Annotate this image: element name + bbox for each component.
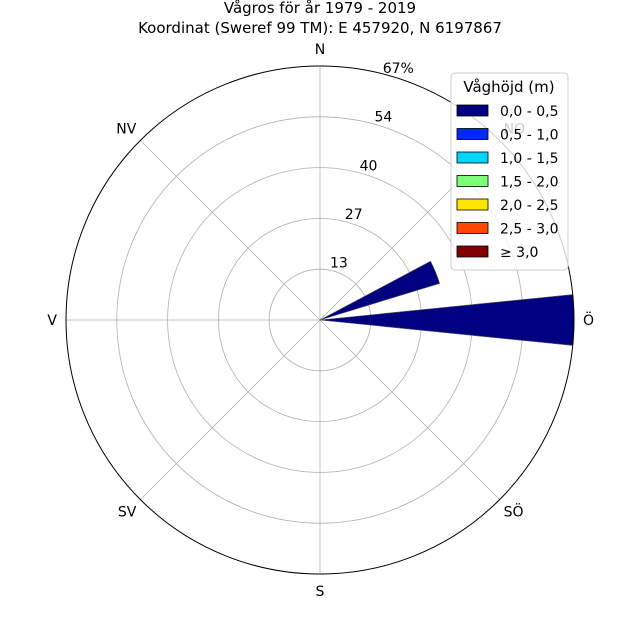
legend-box: [450, 72, 569, 271]
grid-spoke-3: [319, 319, 500, 500]
rose-bar-0: [319, 260, 441, 321]
direction-label-6: V: [47, 313, 57, 329]
legend-label-6: ≥ 3,0: [500, 245, 538, 261]
legend-swatch-4: [456, 198, 489, 211]
legend-entries: 0,0 - 0,5 0,5 - 1,0 1,0 - 1,5 1,5 - 2,0 2,0 …: [456, 104, 558, 261]
direction-label-5: SV: [118, 505, 137, 521]
legend-label-1: 0,5 - 1,0: [500, 128, 558, 144]
legend-label-4: 2,0 - 2,5: [500, 198, 558, 214]
direction-label-2: Ö: [583, 311, 594, 329]
legend-swatch-2: [456, 151, 489, 164]
legend: Våghöjd (m) 0,0 - 0,5 0,5 - 1,0 1,0 - 1,5 1…: [450, 72, 569, 271]
legend-title: Våghöjd (m): [463, 78, 554, 96]
radial-tick-label-2: 40: [360, 158, 378, 174]
legend-swatch-3: [456, 175, 489, 187]
direction-label-3: SÖ: [504, 503, 524, 521]
direction-label-0: N: [315, 42, 325, 58]
rose-bars: [319, 260, 575, 346]
legend-label-5: 2,5 - 3,0: [500, 222, 558, 238]
legend-swatch-0: [456, 104, 489, 117]
legend-label-2: 1,0 - 1,5: [500, 151, 558, 167]
radial-tick-label-3: 54: [374, 110, 392, 126]
direction-label-7: NV: [116, 121, 136, 137]
radial-tick-label-0: 13: [330, 255, 348, 271]
outer-ring: [65, 65, 575, 575]
legend-label-3: 1,5 - 2,0: [500, 175, 558, 191]
radial-tick-label-1: 27: [345, 207, 363, 223]
legend-swatch-5: [456, 222, 489, 234]
chart-title: Vågros för år 1979 - 2019: [224, 0, 416, 17]
grid-spoke-7: [140, 140, 321, 321]
chart-subtitle: Koordinat (Sweref 99 TM): E 457920, N 61…: [138, 19, 502, 37]
legend-label-0: 0,0 - 0,5: [500, 104, 558, 120]
legend-swatch-6: [456, 245, 489, 258]
radial-tick-label-4: 67%: [383, 61, 414, 77]
grid-spoke-5: [140, 319, 321, 500]
legend-swatch-1: [456, 128, 489, 140]
direction-label-4: S: [316, 584, 325, 600]
radial-tick-labels: 13 27 40 54 67%: [330, 61, 414, 271]
